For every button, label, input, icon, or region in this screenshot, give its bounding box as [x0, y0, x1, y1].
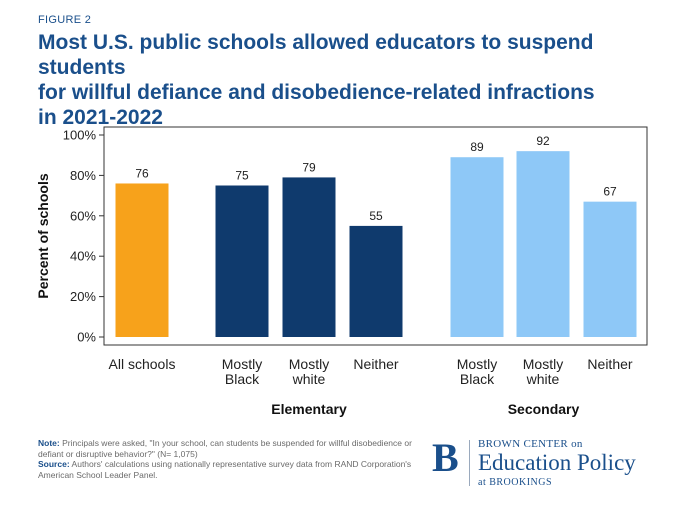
logo-divider	[469, 440, 470, 486]
title-line-1: Most U.S. public schools allowed educato…	[38, 31, 594, 79]
source-paragraph: Source: Authors' calculations using nati…	[38, 459, 418, 480]
bar-value-label: 67	[603, 185, 617, 199]
x-axis-labels: All schools MostlyBlackMostlywhiteNeither…	[109, 356, 633, 387]
note-label: Note:	[38, 438, 60, 448]
logo-letter: B	[432, 435, 459, 480]
category-label: Black	[225, 371, 260, 387]
bar-value-label: 92	[536, 134, 550, 148]
category-label: Neither	[353, 356, 398, 372]
source-text: Authors' calculations using nationally r…	[38, 459, 412, 480]
bar	[215, 185, 269, 337]
brown-center-logo: B BROWN CENTER on Education Policy at BR…	[432, 436, 672, 492]
bar	[450, 157, 504, 337]
category-label: white	[292, 371, 326, 387]
bar	[516, 151, 570, 337]
category-label: Mostly	[523, 356, 563, 372]
logo-top-text: BROWN CENTER on	[478, 438, 583, 450]
y-axis: 0% 20% 40% 60% 80% 100%	[63, 128, 104, 345]
note-text: Principals were asked, "In your school, …	[38, 438, 412, 459]
bar	[349, 225, 403, 337]
category-label: Neither	[587, 356, 632, 372]
chart-title: Most U.S. public schools allowed educato…	[38, 30, 678, 130]
bar-value-label: 75	[235, 169, 249, 183]
category-label: Mostly	[222, 356, 262, 372]
title-line-2: for willful defiance and disobedience-re…	[38, 81, 595, 104]
group-label: Secondary	[508, 401, 580, 417]
y-tick-label: 0%	[77, 330, 96, 345]
plot-frame	[103, 126, 648, 346]
bar-value-label: 76	[135, 166, 149, 180]
logo-bottom-text: at BROOKINGS	[478, 477, 553, 488]
y-tick-label: 80%	[70, 168, 96, 183]
group-labels: Elementary Secondary	[271, 401, 579, 417]
category-label: All schools	[109, 356, 176, 372]
title-line-3: in 2021-2022	[38, 106, 163, 129]
bar-value-label: 55	[369, 209, 383, 223]
bar	[115, 183, 169, 337]
category-label: Black	[460, 371, 495, 387]
source-label: Source:	[38, 459, 70, 469]
category-label: Mostly	[457, 356, 497, 372]
category-label: Mostly	[289, 356, 329, 372]
logo-middle-text: Education Policy	[478, 450, 636, 475]
footnote: Note: Principals were asked, "In your sc…	[38, 438, 418, 480]
note-paragraph: Note: Principals were asked, "In your sc…	[38, 438, 418, 459]
bar-chart: 0% 20% 40% 60% 80% 100% 76 75 79 55 89 92 67 All sc…	[35, 126, 648, 417]
bars-layer: 76 75 79 55 89 92 67	[115, 134, 637, 337]
bar	[282, 177, 336, 337]
y-tick-label: 20%	[70, 289, 96, 304]
bar	[583, 201, 637, 337]
y-axis-label: Percent of schools	[35, 173, 51, 298]
category-label: white	[526, 371, 560, 387]
bar-value-label: 79	[302, 160, 316, 174]
figure-label: FIGURE 2	[38, 14, 92, 26]
y-tick-label: 40%	[70, 249, 96, 264]
group-label: Elementary	[271, 401, 347, 417]
bar-value-label: 89	[470, 140, 484, 154]
y-tick-label: 60%	[70, 208, 96, 223]
y-tick-label: 100%	[63, 128, 97, 143]
